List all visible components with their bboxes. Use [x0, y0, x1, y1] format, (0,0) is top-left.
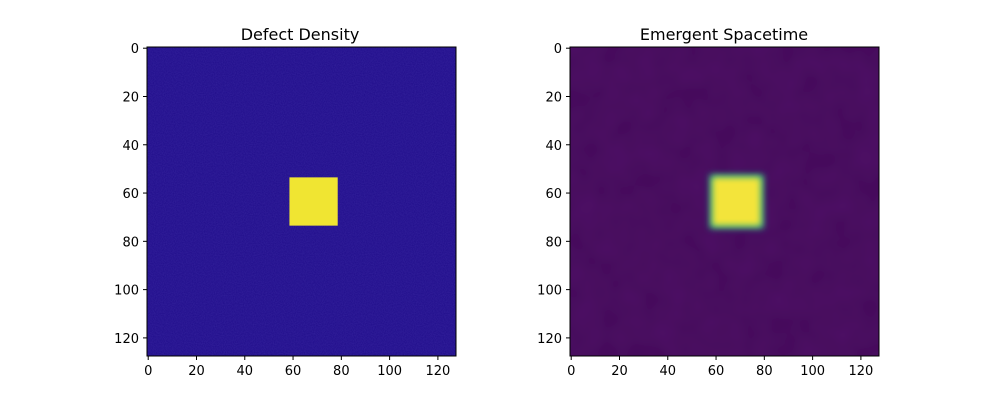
y-tick-label: 40 — [545, 139, 562, 154]
y-tick-label: 60 — [122, 187, 139, 202]
y-tick-label: 100 — [537, 284, 562, 299]
chart-title: Emergent Spacetime — [640, 25, 808, 44]
y-tick-label: 100 — [114, 284, 139, 299]
x-tick-label: 60 — [285, 364, 302, 379]
y-tick-label: 80 — [122, 235, 139, 250]
y-tick-label: 0 — [554, 42, 562, 57]
x-axis-ticks: 0 20 40 60 80 100 120 — [144, 356, 450, 379]
y-tick-label: 60 — [545, 187, 562, 202]
x-tick-label: 40 — [236, 364, 253, 379]
x-tick-label: 80 — [333, 364, 350, 379]
y-tick-label: 120 — [114, 332, 139, 347]
x-tick-label: 20 — [188, 364, 205, 379]
x-tick-label: 100 — [377, 364, 402, 379]
heatmap-bright-region — [289, 177, 337, 225]
y-tick-label: 20 — [122, 90, 139, 105]
x-tick-label: 100 — [800, 364, 825, 379]
x-tick-label: 0 — [144, 364, 152, 379]
y-tick-label: 40 — [122, 139, 139, 154]
x-tick-label: 0 — [567, 364, 575, 379]
x-tick-label: 40 — [659, 364, 676, 379]
x-tick-label: 20 — [611, 364, 628, 379]
panel-defect-density: Defect Density 0 20 40 60 80 100 120 0 20 40 60 80… — [114, 25, 456, 379]
x-axis-ticks: 0 20 40 60 80 100 120 — [567, 356, 873, 379]
y-tick-label: 80 — [545, 235, 562, 250]
chart-title: Defect Density — [241, 25, 360, 44]
y-axis-ticks: 0 20 40 60 80 100 120 — [537, 42, 570, 347]
x-tick-label: 60 — [708, 364, 725, 379]
y-tick-label: 120 — [537, 332, 562, 347]
x-tick-label: 120 — [425, 364, 450, 379]
x-tick-label: 120 — [848, 364, 873, 379]
x-tick-label: 80 — [756, 364, 773, 379]
y-tick-label: 0 — [131, 42, 139, 57]
y-axis-ticks: 0 20 40 60 80 100 120 — [114, 42, 147, 347]
panel-emergent-spacetime: Emergent Spacetime 0 20 40 60 80 100 120 0 20 40… — [537, 25, 879, 379]
y-tick-label: 20 — [545, 90, 562, 105]
heatmap-bright-region — [712, 177, 760, 225]
